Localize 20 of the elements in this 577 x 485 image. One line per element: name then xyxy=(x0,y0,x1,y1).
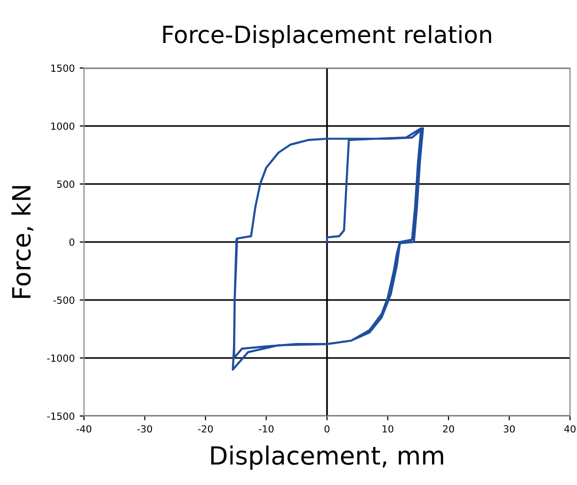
x-tick-label: 30 xyxy=(504,425,515,433)
x-tick-label: 10 xyxy=(382,425,394,433)
y-axis-title: Force, kN xyxy=(11,186,34,298)
y-tick-label: 1500 xyxy=(51,64,74,72)
x-tick-label: -30 xyxy=(137,425,152,433)
x-tick-label: -20 xyxy=(198,425,213,433)
y-tick-label: 500 xyxy=(57,180,74,188)
y-tick-label: 0 xyxy=(69,238,74,246)
x-axis-title: Displacement, mm xyxy=(211,446,444,470)
line-series xyxy=(232,127,424,371)
chart-title: Force-Displacement relation xyxy=(163,25,492,48)
x-tick-label: 20 xyxy=(443,425,454,433)
x-tick-label: 40 xyxy=(564,425,576,433)
y-tick-label: -1000 xyxy=(47,354,74,362)
y-tick-label: 1000 xyxy=(51,122,74,130)
x-tick-label: -40 xyxy=(76,425,92,433)
x-tick-label: -10 xyxy=(258,425,274,433)
y-tick-label: -500 xyxy=(53,296,74,304)
x-tick-label: 0 xyxy=(324,425,330,433)
y-tick-label: -1500 xyxy=(47,412,74,420)
